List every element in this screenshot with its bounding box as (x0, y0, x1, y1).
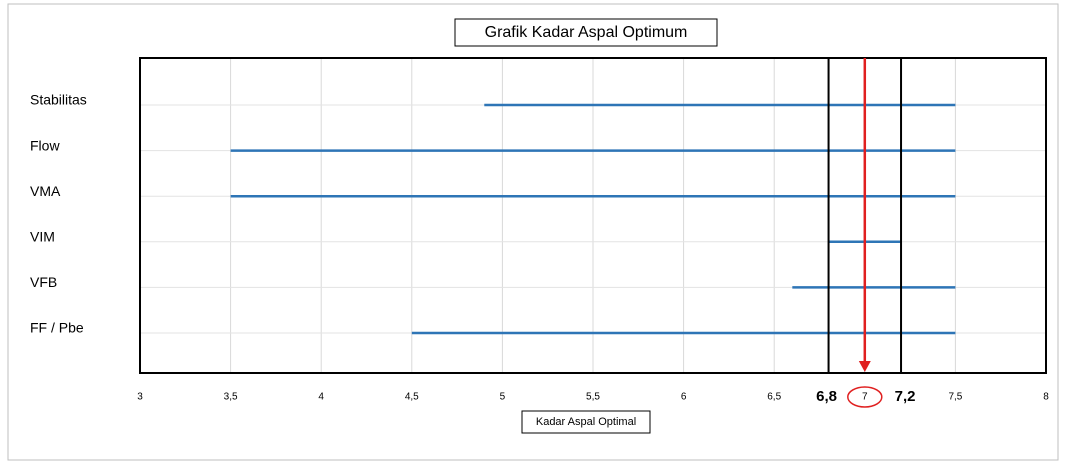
optimum-circle (847, 386, 883, 408)
x-tick-label: 6 (681, 392, 687, 403)
x-axis-label: Kadar Aspal Optimal (536, 416, 636, 428)
y-tick-label: FF / Pbe (30, 320, 84, 336)
y-tick-label: VFB (30, 274, 57, 290)
title-box (454, 18, 718, 47)
x-tick-label: 7,5 (948, 392, 962, 403)
frame (7, 3, 1059, 461)
x-label-box (521, 410, 651, 434)
marker-label: 7,2 (895, 388, 916, 405)
x-tick-label: 5 (500, 392, 506, 403)
x-tick-label: 5,5 (586, 392, 600, 403)
x-tick-label: 7 (862, 392, 868, 403)
x-tick-label: 4 (318, 392, 324, 403)
x-tick-label: 4,5 (405, 392, 419, 403)
y-tick-label: VIM (30, 229, 55, 245)
x-tick-label: 8 (1043, 392, 1049, 403)
y-tick-label: Stabilitas (30, 92, 87, 108)
marker-label: 6,8 (816, 388, 837, 405)
x-tick-label: 3 (137, 392, 143, 403)
x-tick-label: 3,5 (224, 392, 238, 403)
x-tick-label: 6,5 (767, 392, 781, 403)
optimum-arrowhead (858, 361, 871, 372)
y-tick-label: VMA (30, 183, 61, 199)
chart-title: Grafik Kadar Aspal Optimum (485, 24, 688, 41)
plot-border (139, 57, 1047, 374)
y-tick-label: Flow (30, 137, 60, 153)
